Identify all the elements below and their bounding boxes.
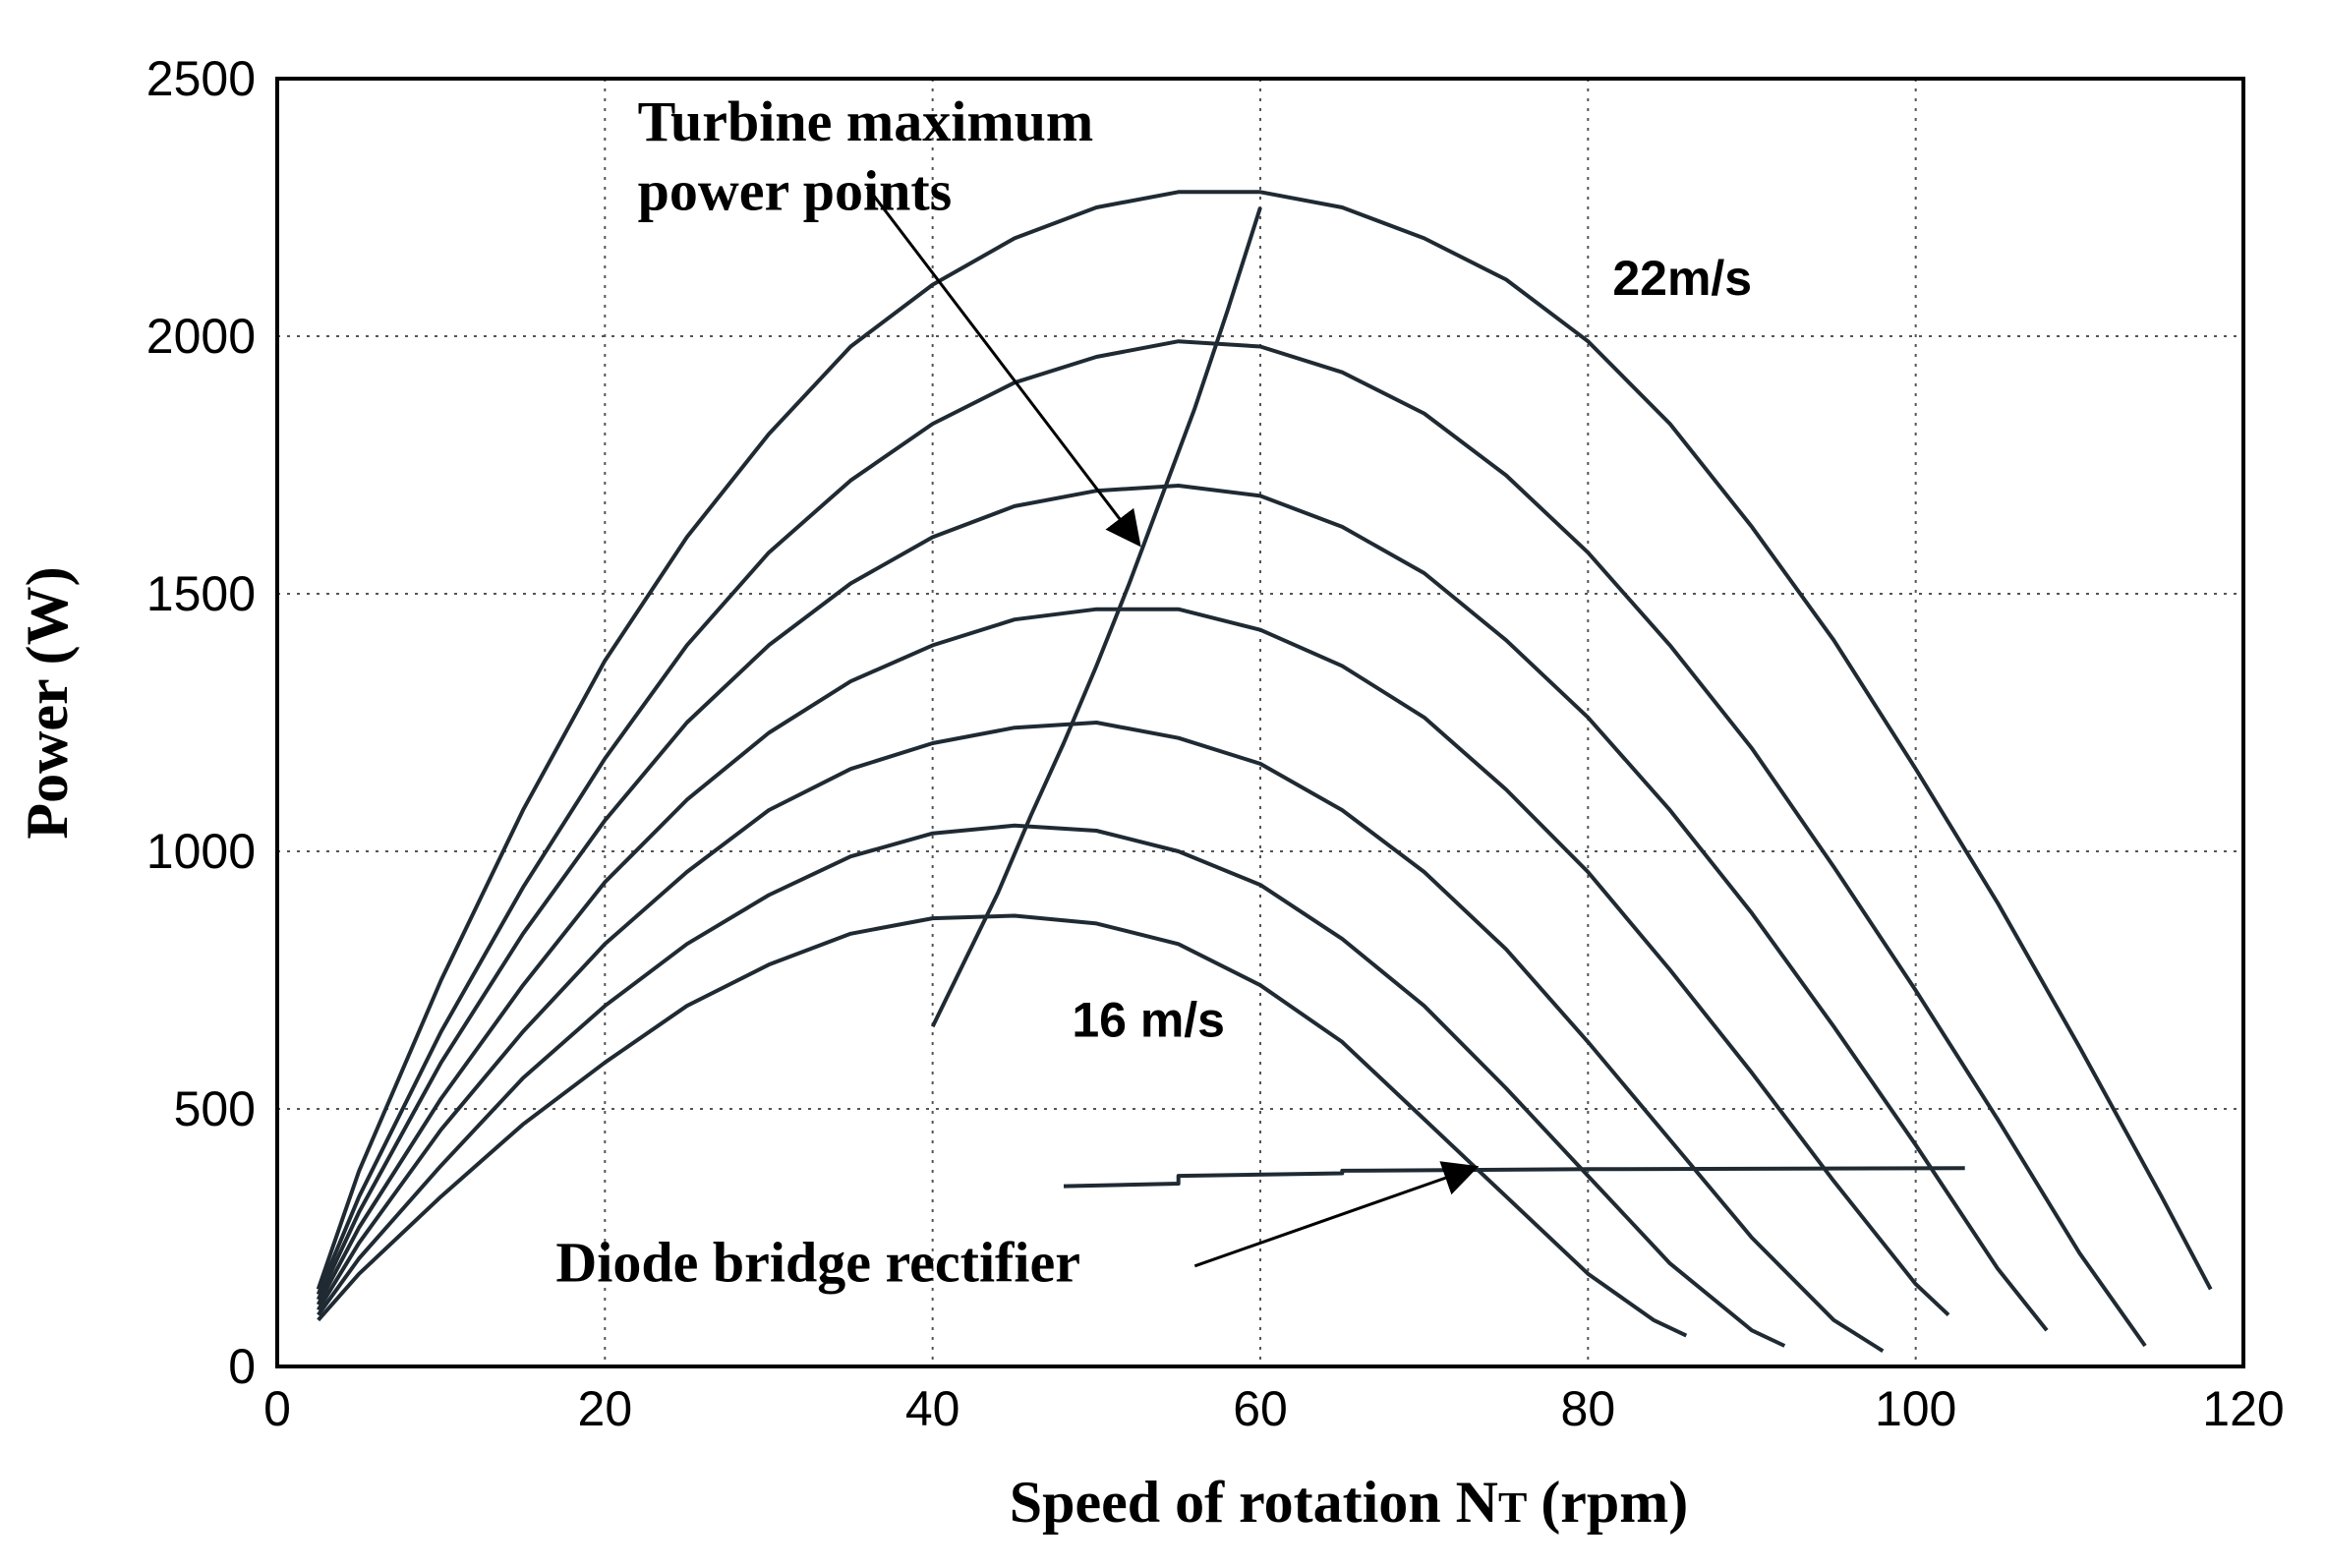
x-axis-title-unit: (rpm) bbox=[1540, 1470, 1688, 1535]
label-power-points: power points bbox=[638, 159, 953, 223]
x-tick-label: 80 bbox=[1561, 1381, 1616, 1436]
diode-bridge-rectifier-line bbox=[1063, 1166, 1965, 1189]
x-tick-label: 40 bbox=[905, 1381, 960, 1436]
y-tick-label: 1500 bbox=[146, 566, 256, 621]
x-tick-label: 100 bbox=[1875, 1381, 1956, 1436]
y-tick-label: 1000 bbox=[146, 824, 256, 879]
power-curve-7 bbox=[316, 190, 2213, 1291]
label-diode-bridge-rectifier: Diode bridge rectifier bbox=[555, 1231, 1080, 1295]
y-tick-label: 2000 bbox=[146, 309, 256, 364]
x-axis-title-main: Speed of rotation N bbox=[1010, 1470, 1498, 1535]
annotation-arrow-2 bbox=[1193, 1161, 1480, 1268]
x-axis-title: Speed of rotation NT (rpm) bbox=[1010, 1470, 1689, 1535]
power-curves bbox=[316, 190, 2213, 1353]
power-curve-2 bbox=[317, 823, 1786, 1348]
annotation-arrows bbox=[865, 186, 1480, 1268]
y-tick-label: 500 bbox=[174, 1081, 256, 1136]
x-tick-label: 120 bbox=[2202, 1381, 2284, 1436]
power-curve-4 bbox=[316, 607, 1950, 1317]
power-curve-5 bbox=[316, 484, 2049, 1332]
max-power-points-line bbox=[930, 206, 1262, 1028]
x-tick-label: 0 bbox=[263, 1381, 291, 1436]
axis-ticks: 0 20 40 60 80 100 120 0 500 1000 1500 2000 2500 bbox=[146, 51, 2285, 1436]
y-tick-label: 0 bbox=[228, 1339, 256, 1394]
power-curve-6 bbox=[316, 339, 2147, 1348]
plot-area-frame bbox=[275, 77, 2245, 1368]
label-turbine-maximum: Turbine maximum bbox=[638, 89, 1094, 153]
annotation-arrow-1 bbox=[865, 186, 1141, 548]
gridlines bbox=[277, 79, 2243, 1366]
y-tick-label: 2500 bbox=[146, 51, 256, 106]
label-16ms: 16 m/s bbox=[1072, 993, 1225, 1048]
power-curve-3 bbox=[316, 721, 1885, 1353]
x-tick-label: 20 bbox=[578, 1381, 633, 1436]
label-22ms: 22m/s bbox=[1612, 251, 1752, 306]
x-tick-label: 60 bbox=[1233, 1381, 1288, 1436]
x-axis-title-subscript: T bbox=[1498, 1483, 1527, 1532]
y-axis-title: Power (W) bbox=[15, 566, 80, 839]
power-curve-1 bbox=[317, 913, 1688, 1338]
